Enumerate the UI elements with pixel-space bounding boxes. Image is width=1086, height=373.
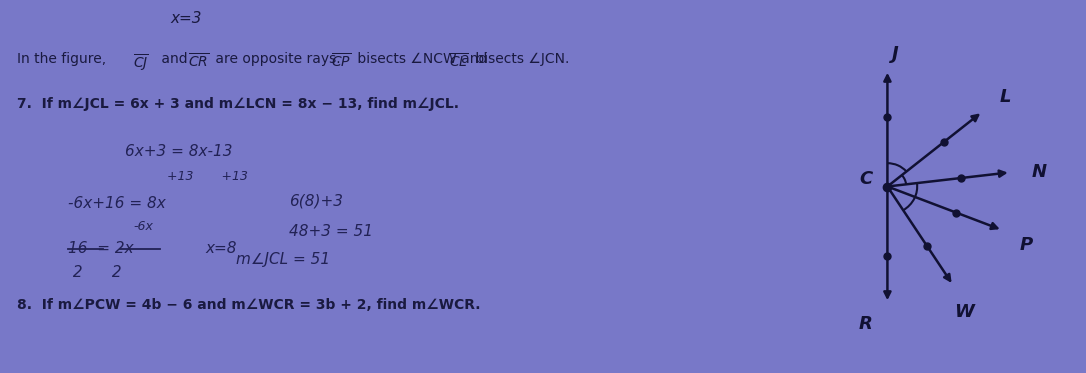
Text: -6x+16 = 8x: -6x+16 = 8x <box>68 196 166 211</box>
Text: bisects ∠JCN.: bisects ∠JCN. <box>471 52 570 66</box>
Text: In the figure,: In the figure, <box>16 52 110 66</box>
Text: +13       +13: +13 +13 <box>167 170 249 183</box>
Text: N: N <box>1032 163 1047 181</box>
Text: $\overline{CR}$: $\overline{CR}$ <box>188 52 210 70</box>
Text: m∠JCL = 51: m∠JCL = 51 <box>236 252 330 267</box>
Text: -6x: -6x <box>132 220 153 233</box>
Text: L: L <box>999 88 1011 106</box>
Text: and: and <box>157 52 192 66</box>
Text: 48+3 = 51: 48+3 = 51 <box>289 224 372 239</box>
Text: bisects ∠NCW and: bisects ∠NCW and <box>354 52 492 66</box>
Text: 6x+3 = 8x-13: 6x+3 = 8x-13 <box>125 144 232 159</box>
Text: P: P <box>1020 236 1033 254</box>
Text: x=3: x=3 <box>171 11 202 26</box>
Text: 7.  If m∠JCL = 6x + 3 and m∠LCN = 8x − 13, find m∠JCL.: 7. If m∠JCL = 6x + 3 and m∠LCN = 8x − 13… <box>16 97 458 111</box>
Text: R: R <box>859 314 872 333</box>
Text: $\overline{CP}$: $\overline{CP}$ <box>330 52 351 70</box>
Text: C: C <box>859 170 872 188</box>
Text: J: J <box>892 45 899 63</box>
Text: $\overline{CJ}$: $\overline{CJ}$ <box>132 52 149 73</box>
Text: x=8: x=8 <box>205 241 237 256</box>
Text: 2      2: 2 2 <box>68 265 122 280</box>
Text: are opposite rays.: are opposite rays. <box>212 52 345 66</box>
Text: 6(8)+3: 6(8)+3 <box>289 194 343 209</box>
Text: W: W <box>955 303 974 321</box>
Text: 16  = 2x: 16 = 2x <box>68 241 134 256</box>
Text: $\overline{CL}$: $\overline{CL}$ <box>449 52 468 70</box>
Text: 8.  If m∠PCW = 4b − 6 and m∠WCR = 3b + 2, find m∠WCR.: 8. If m∠PCW = 4b − 6 and m∠WCR = 3b + 2,… <box>16 298 480 313</box>
